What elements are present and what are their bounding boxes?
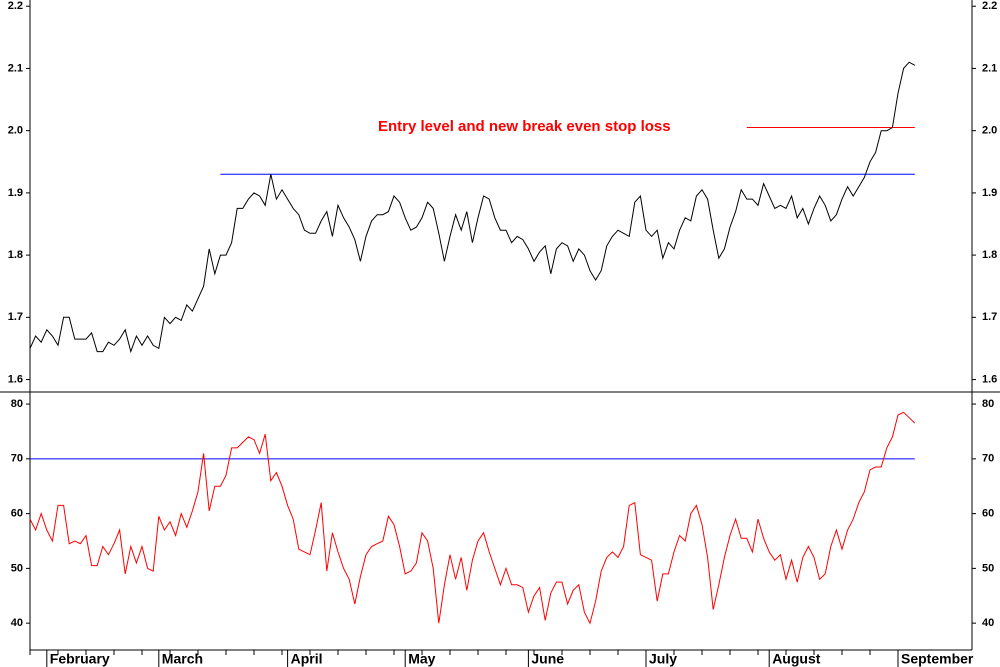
y-tick-label: 1.6 <box>8 373 23 385</box>
y-tick-label: 80 <box>11 398 23 410</box>
y-tick-label: 2.2 <box>8 0 23 12</box>
y-tick-label: 1.9 <box>982 187 997 199</box>
x-tick-label: February <box>50 651 110 667</box>
y-tick-label: 2.2 <box>982 0 997 12</box>
y-tick-label: 1.7 <box>8 311 23 323</box>
y-tick-label: 2.0 <box>982 125 997 137</box>
y-tick-label: 1.9 <box>8 187 23 199</box>
y-tick-label: 70 <box>982 453 994 465</box>
y-tick-label: 50 <box>982 562 994 574</box>
y-tick-label: 2.1 <box>982 62 997 74</box>
y-tick-label: 40 <box>982 617 994 629</box>
x-tick-label: September <box>901 651 974 667</box>
y-tick-label: 1.6 <box>982 373 997 385</box>
x-tick-label: June <box>531 651 564 667</box>
y-tick-label: 60 <box>11 508 23 520</box>
x-tick-label: April <box>291 651 323 667</box>
series-line <box>29 61 916 354</box>
series-line <box>29 411 916 625</box>
y-tick-label: 40 <box>11 617 23 629</box>
y-tick-label: 60 <box>982 508 994 520</box>
x-tick-label: May <box>408 651 435 667</box>
x-tick-label: July <box>649 651 677 667</box>
y-tick-label: 80 <box>982 398 994 410</box>
x-tick-label: August <box>772 651 821 667</box>
y-tick-label: 1.8 <box>982 249 997 261</box>
y-tick-label: 70 <box>11 453 23 465</box>
y-tick-label: 2.0 <box>8 125 23 137</box>
y-tick-label: 1.7 <box>982 311 997 323</box>
y-tick-label: 2.1 <box>8 62 23 74</box>
x-tick-label: March <box>162 651 203 667</box>
annotation: Entry level and new break even stop loss <box>378 118 671 135</box>
y-tick-label: 1.8 <box>8 249 23 261</box>
y-tick-label: 50 <box>11 562 23 574</box>
